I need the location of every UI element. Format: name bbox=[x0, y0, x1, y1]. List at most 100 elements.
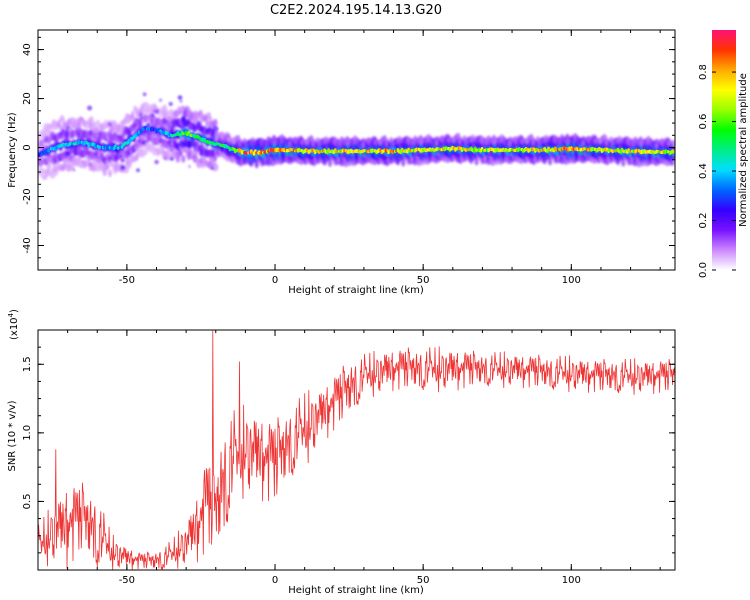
spectrogram-cell bbox=[95, 119, 101, 127]
spectrogram-speckle bbox=[46, 152, 50, 156]
spectrogram-speckle bbox=[210, 166, 214, 170]
spectrogram-speckle bbox=[159, 98, 163, 102]
spectrogram-cell bbox=[547, 157, 553, 166]
spectrogram-cell bbox=[212, 163, 219, 172]
colorbar: 0.0 0.2 0.4 0.6 0.8 Normalized spectral ampl… bbox=[698, 30, 749, 278]
spectrogram-cell bbox=[196, 120, 202, 128]
spectrogram-speckle bbox=[73, 169, 76, 172]
spectrogram-cell bbox=[178, 150, 183, 156]
spectrogram-cell bbox=[621, 158, 626, 167]
spectrogram-cell bbox=[275, 158, 279, 166]
spectrogram-cell bbox=[212, 118, 218, 127]
spectrogram-cell bbox=[175, 155, 181, 163]
spectrogram-heatmap bbox=[38, 92, 675, 180]
spectrogram-speckle bbox=[183, 144, 188, 148]
spectrogram-cell bbox=[178, 109, 183, 115]
spectrogram-speckle bbox=[159, 139, 163, 142]
y-tick-label: 0 bbox=[22, 144, 33, 150]
spectrogram-cell bbox=[474, 157, 479, 166]
spectrogram-speckle bbox=[134, 123, 137, 127]
x-tick-label: 100 bbox=[562, 575, 581, 586]
spectrogram-cell bbox=[327, 159, 333, 167]
snr-series-line bbox=[38, 330, 675, 570]
spectrogram-speckle bbox=[121, 158, 125, 162]
spectrogram-cell bbox=[671, 140, 675, 148]
snr-ylabel: SNR (10 * v/v) bbox=[7, 400, 18, 471]
y-tick-label: -20 bbox=[22, 188, 33, 204]
snr-frame bbox=[37, 329, 676, 571]
spectrogram-speckle bbox=[87, 105, 92, 111]
snr-panel: -50 0 50 100 0.5 1.0 1.5 Height of straight li… bbox=[7, 309, 676, 596]
spectrogram-speckle bbox=[181, 116, 186, 122]
snr-scale-factor: (x104) bbox=[7, 309, 20, 340]
y-tick-label: 0.5 bbox=[22, 493, 33, 509]
spectrogram-cell bbox=[568, 157, 572, 164]
spectrogram-cell bbox=[421, 158, 425, 166]
spectrogram-speckle bbox=[145, 140, 149, 143]
spectrogram-cell bbox=[348, 159, 352, 167]
figure-title: C2E2.2024.195.14.13.G20 bbox=[270, 3, 442, 18]
spectrogram-speckle bbox=[66, 151, 71, 156]
spectrogram-cell bbox=[670, 159, 675, 166]
spectrogram-ridge bbox=[38, 126, 675, 157]
spectrogram-speckle bbox=[154, 159, 159, 165]
spectrogram-cell bbox=[494, 158, 499, 166]
spectrogram-cell bbox=[91, 121, 97, 129]
spectrogram-cell bbox=[194, 141, 199, 146]
spectrogram-cell bbox=[55, 169, 59, 176]
colorbar-tick-label: 0.8 bbox=[698, 64, 709, 80]
colorbar-gradient bbox=[712, 30, 736, 270]
snr-scale-base: (x10 bbox=[9, 317, 20, 340]
spectrogram-speckle bbox=[170, 157, 174, 161]
spectrogram-cell bbox=[107, 169, 113, 178]
x-tick-label: -50 bbox=[119, 575, 135, 586]
snr-ticks: -50 0 50 100 0.5 1.0 1.5 bbox=[22, 329, 675, 586]
colorbar-tick-label: 0.0 bbox=[698, 262, 709, 278]
spectrogram-cell bbox=[128, 161, 132, 169]
spectrogram-speckle bbox=[107, 122, 112, 127]
spectrogram-ylabel: Frequency (Hz) bbox=[7, 112, 18, 188]
x-tick-label: -50 bbox=[119, 275, 135, 286]
spectrogram-halo bbox=[38, 92, 675, 180]
spectrogram-cell bbox=[105, 163, 110, 170]
spectrogram-speckle bbox=[154, 109, 160, 114]
spectrogram-speckle bbox=[146, 122, 151, 127]
spectrogram-speckle bbox=[188, 123, 193, 128]
spectrogram-cell bbox=[641, 160, 645, 167]
y-tick-label: 1.5 bbox=[22, 356, 33, 372]
snr-xlabel: Height of straight line (km) bbox=[288, 585, 424, 596]
spectrogram-cell bbox=[254, 160, 259, 169]
spectrogram-speckle bbox=[188, 165, 191, 168]
x-tick-label: 50 bbox=[417, 575, 430, 586]
colorbar-tick-label: 0.6 bbox=[698, 114, 709, 130]
snr-scale-close: ) bbox=[9, 309, 20, 313]
spectrogram-speckle bbox=[150, 113, 155, 118]
spectrogram-speckle bbox=[177, 95, 183, 100]
spectrogram-cell bbox=[205, 120, 210, 128]
x-tick-label: 0 bbox=[272, 275, 278, 286]
spectrogram-xlabel: Height of straight line (km) bbox=[288, 285, 424, 296]
snr-scale-exponent: 4 bbox=[7, 312, 15, 317]
spectrogram-cell bbox=[77, 122, 82, 130]
spectrogram-cell bbox=[70, 164, 75, 171]
colorbar-label: Normalized spectral amplitude bbox=[738, 73, 749, 227]
spectrogram-speckle bbox=[179, 99, 183, 103]
spectrogram-speckle bbox=[88, 163, 92, 166]
spectrogram-cell bbox=[143, 148, 149, 156]
spectrogram-frame bbox=[37, 29, 676, 271]
spectrogram-speckle bbox=[142, 92, 147, 97]
y-tick-label: 1.0 bbox=[22, 425, 33, 441]
spectrogram-speckle bbox=[163, 157, 167, 161]
spectrogram-speckle bbox=[108, 141, 113, 145]
spectrogram-speckle bbox=[136, 168, 140, 172]
spectrogram-cell bbox=[40, 142, 46, 149]
y-tick-label: 20 bbox=[22, 92, 33, 105]
svg-text:(x104): (x104) bbox=[7, 309, 20, 340]
spectrogram-speckle bbox=[168, 102, 173, 106]
spectrogram-panel: -50 0 50 100 -40 -20 0 20 40 Height of straight … bbox=[7, 29, 676, 296]
spectrogram-ticks: -50 0 50 100 -40 -20 0 20 40 bbox=[22, 30, 675, 286]
spectrogram-cell bbox=[164, 109, 170, 118]
x-tick-label: 100 bbox=[562, 275, 581, 286]
spectrogram-cell bbox=[401, 158, 406, 167]
